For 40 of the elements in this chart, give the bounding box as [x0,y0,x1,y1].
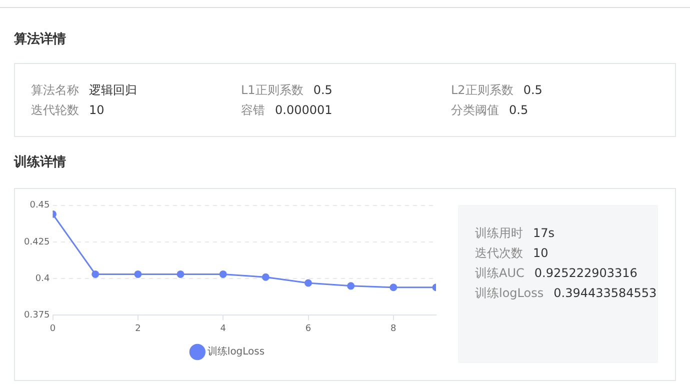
text: 0.5 [509,103,528,117]
text: 迭代轮数 [31,103,79,117]
point [347,282,355,290]
y-tick-label: 0.4 [35,274,50,284]
point [92,270,100,278]
text: 0.5 [313,83,332,97]
x-tick-label: 2 [135,324,141,334]
text: 迭代次数 [475,246,523,260]
y-tick-label: 0.375 [24,310,50,321]
text: 训练用时 [475,226,523,240]
text: 算法名称 [31,83,79,97]
text: 0.5 [523,83,542,97]
text: 容错 [241,103,265,117]
text: 17s [533,226,555,240]
point [304,279,312,287]
text: 算法详情 [14,30,66,48]
point [176,270,184,278]
x-tick-label: 6 [305,324,312,334]
chart-title: 训练详情 [14,154,66,171]
text: L1正则系数 [241,83,304,97]
text: 0.925222903316 [534,266,638,280]
text: 训练logLoss [475,286,544,300]
y-tick-label: 0.425 [24,237,50,248]
text: 0.000001 [275,103,332,117]
legend-label: 训练logLoss [207,346,265,358]
point [262,273,270,281]
text: L2正则系数 [451,83,514,97]
x-tick-label: 0 [50,324,56,334]
text: 逻辑回归 [89,83,137,97]
point [134,270,142,278]
text: 训练AUC [475,266,524,280]
text: 0.394433584553 [554,286,657,300]
point [390,284,398,292]
point [219,270,227,278]
text: 10 [89,103,104,117]
x-tick-label: 8 [390,324,397,334]
x-tick-label: 4 [220,324,226,334]
y-tick-label: 0.45 [30,200,50,211]
text: 10 [533,246,548,260]
text: 分类阈值 [451,103,499,117]
